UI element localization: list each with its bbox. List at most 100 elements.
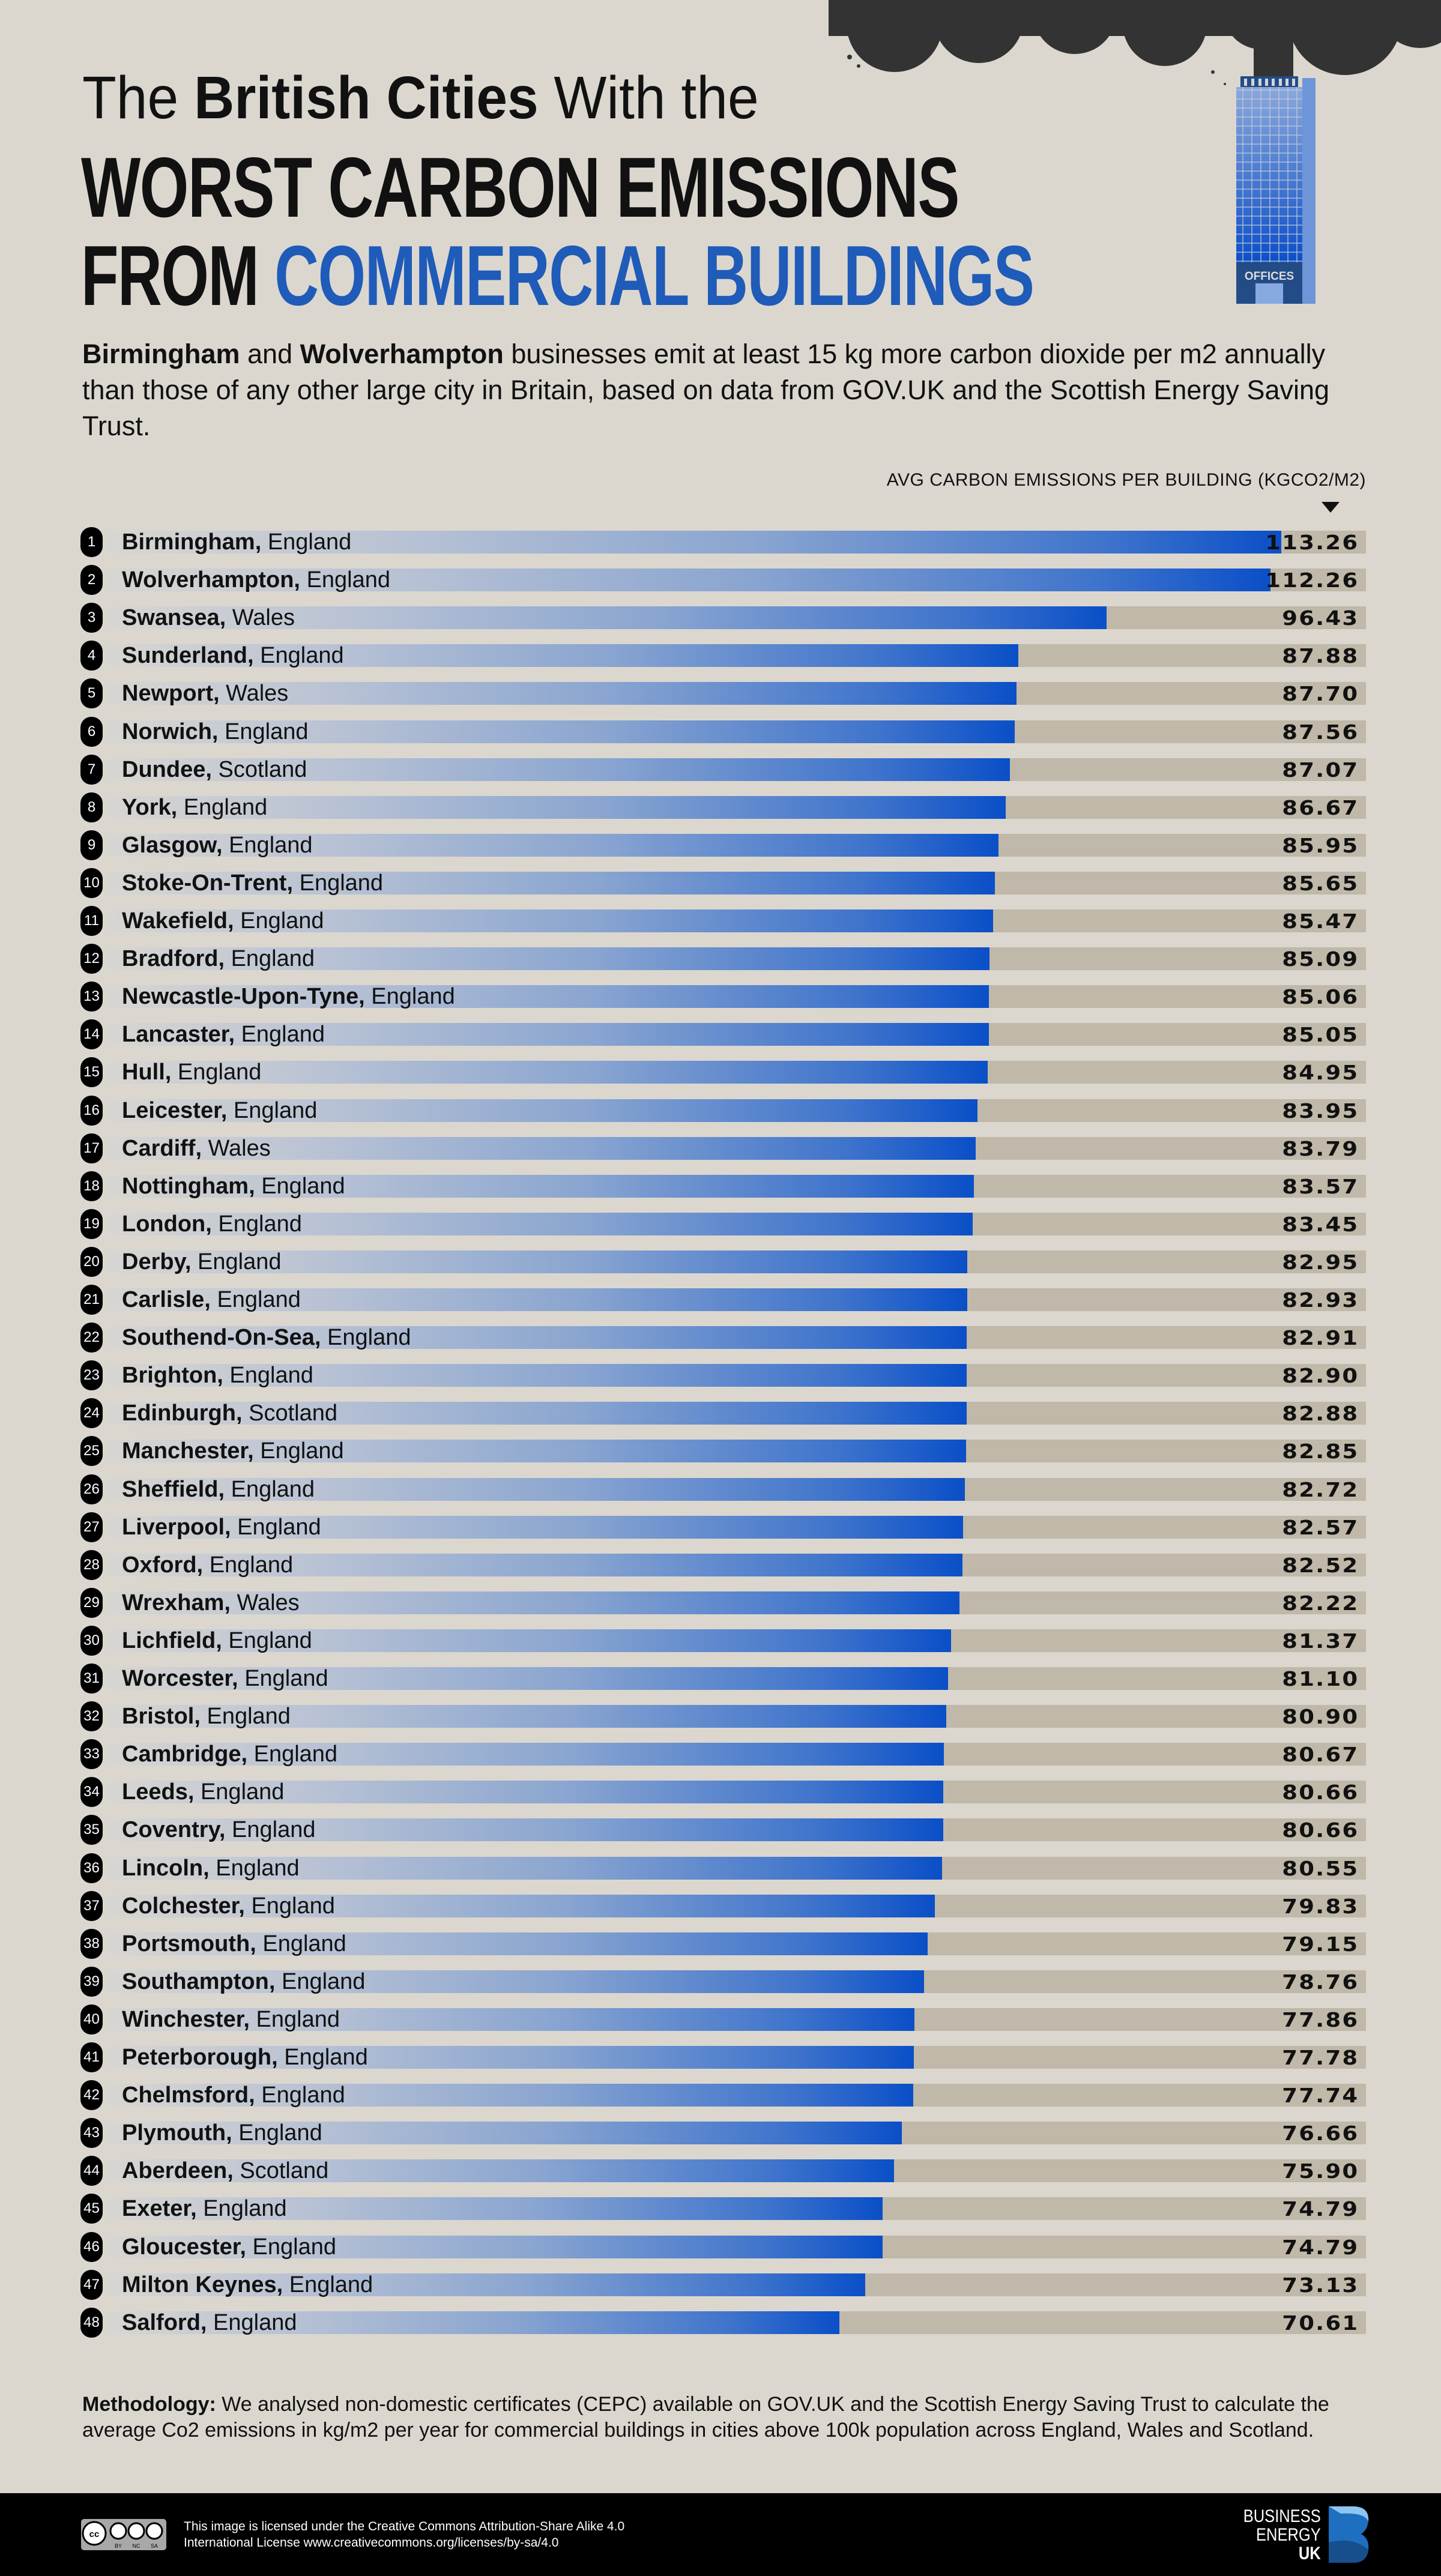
city-name: Sunderland, — [122, 643, 254, 669]
country-name: England — [299, 870, 384, 896]
city-name: Stoke-On-Trent, — [122, 870, 294, 896]
chart-row: 22 Southend-On-Sea, England 82.91 — [0, 1323, 1441, 1356]
country-name: England — [327, 1325, 411, 1351]
chart-row: 35 Coventry, England 80.66 — [0, 1815, 1441, 1848]
business-energy-uk-logo-text: BUSINESS ENERGY UK — [1243, 2507, 1321, 2563]
country-name: Scotland — [240, 2158, 329, 2184]
country-name: England — [260, 1438, 344, 1464]
city-name: Birmingham, — [122, 529, 262, 555]
bar — [108, 682, 1017, 705]
logo-line-2: ENERGY — [1256, 2525, 1321, 2545]
methodology-note: Methodology: We analysed non-domestic ce… — [82, 2392, 1331, 2443]
value-label: 81.10 — [1281, 1667, 1359, 1691]
city-label: Plymouth, England — [122, 2119, 322, 2147]
city-label: Carlisle, England — [122, 1286, 301, 1314]
license-line-2[interactable]: International License www.creativecommon… — [184, 2536, 559, 2550]
value-label: 82.52 — [1281, 1553, 1359, 1577]
country-name: England — [240, 908, 324, 934]
city-label: Worcester, England — [122, 1665, 328, 1692]
rank-badge: 13 — [80, 982, 103, 1012]
bar — [108, 1023, 989, 1046]
city-name: Plymouth, — [122, 2120, 232, 2146]
country-name: Wales — [226, 681, 289, 707]
rank-badge: 1 — [80, 527, 103, 557]
city-name: Peterborough, — [122, 2045, 278, 2070]
city-name: Nottingham, — [122, 1173, 255, 1199]
rank-badge: 41 — [80, 2042, 103, 2072]
city-name: Lichfield, — [122, 1627, 222, 1653]
country-name: England — [213, 2309, 297, 2335]
city-name: Southampton, — [122, 1968, 276, 1994]
rank-badge: 27 — [80, 1512, 103, 1542]
city-name: Dundee, — [122, 756, 212, 782]
value-label: 87.07 — [1281, 758, 1359, 782]
bar — [108, 1250, 967, 1273]
country-name: England — [229, 832, 313, 858]
city-name: Leicester, — [122, 1097, 228, 1123]
city-label: Wakefield, England — [122, 907, 324, 935]
city-name: Gloucester, — [122, 2234, 246, 2260]
rank-badge: 48 — [80, 2307, 103, 2338]
country-name: England — [251, 1893, 335, 1919]
city-name: Colchester, — [122, 1893, 245, 1919]
country-name: England — [228, 1627, 312, 1653]
city-label: Derby, England — [122, 1248, 281, 1276]
chart-row: 4 Sunderland, England 87.88 — [0, 641, 1441, 674]
rank-badge: 2 — [80, 565, 103, 596]
chart-row: 26 Sheffield, England 82.72 — [0, 1474, 1441, 1508]
bar — [108, 606, 1107, 630]
city-label: Birmingham, England — [122, 528, 351, 556]
bar — [108, 795, 1006, 819]
chart-row: 5 Newport, Wales 87.70 — [0, 678, 1441, 712]
city-label: Winchester, England — [122, 2006, 340, 2033]
bar — [108, 569, 1271, 592]
city-label: Dundee, Scotland — [122, 756, 307, 783]
value-axis-label: AVG CARBON EMISSIONS PER BUILDING (KGCO2… — [886, 470, 1366, 490]
rank-badge: 25 — [80, 1436, 103, 1467]
bar — [108, 1743, 944, 1766]
city-name: Chelmsford, — [122, 2083, 255, 2108]
bar — [108, 2007, 915, 2031]
country-name: England — [203, 2196, 287, 2222]
city-label: Edinburgh, Scotland — [122, 1399, 337, 1427]
city-name: Coventry, — [122, 1817, 226, 1843]
city-name: Lincoln, — [122, 1855, 210, 1881]
business-energy-uk-logo-icon — [1329, 2506, 1369, 2563]
country-name: England — [231, 1476, 315, 1502]
value-label: 87.88 — [1281, 644, 1359, 668]
subtitle-text-1: and — [240, 339, 300, 369]
city-name: York, — [122, 794, 178, 820]
title-post: With the — [538, 64, 759, 131]
city-label: Stoke-On-Trent, England — [122, 869, 383, 897]
city-name: Winchester, — [122, 2006, 250, 2032]
country-name: England — [261, 2083, 345, 2108]
country-name: England — [252, 2234, 337, 2260]
city-name: Cambridge, — [122, 1742, 248, 1767]
country-name: England — [260, 643, 344, 669]
chart-row: 38 Portsmouth, England 79.15 — [0, 1928, 1441, 1962]
city-name: Edinburgh, — [122, 1401, 243, 1426]
city-name: Leeds, — [122, 1779, 195, 1805]
chart-row: 12 Bradford, England 85.09 — [0, 944, 1441, 977]
bar — [108, 758, 1010, 781]
value-label: 82.85 — [1281, 1440, 1359, 1464]
city-name: Worcester, — [122, 1666, 238, 1691]
city-label: Swansea, Wales — [122, 604, 295, 632]
chart-row: 36 Lincoln, England 80.55 — [0, 1853, 1441, 1887]
country-name: England — [281, 1968, 366, 1994]
value-label: 85.47 — [1281, 909, 1359, 933]
country-name: Wales — [232, 605, 295, 631]
city-label: Nottingham, England — [122, 1172, 345, 1200]
city-name: Cardiff, — [122, 1135, 202, 1161]
country-name: England — [238, 2120, 322, 2146]
city-label: Colchester, England — [122, 1892, 335, 1920]
chart-row: 31 Worcester, England 81.10 — [0, 1664, 1441, 1697]
rank-badge: 32 — [80, 1701, 103, 1732]
city-name: Manchester, — [122, 1438, 254, 1464]
rank-badge: 17 — [80, 1133, 103, 1163]
bar — [108, 2311, 840, 2334]
city-label: Glasgow, England — [122, 831, 313, 859]
cc-sa: SA — [151, 2543, 158, 2549]
cc-by: BY — [115, 2543, 122, 2549]
rank-badge: 29 — [80, 1587, 103, 1618]
